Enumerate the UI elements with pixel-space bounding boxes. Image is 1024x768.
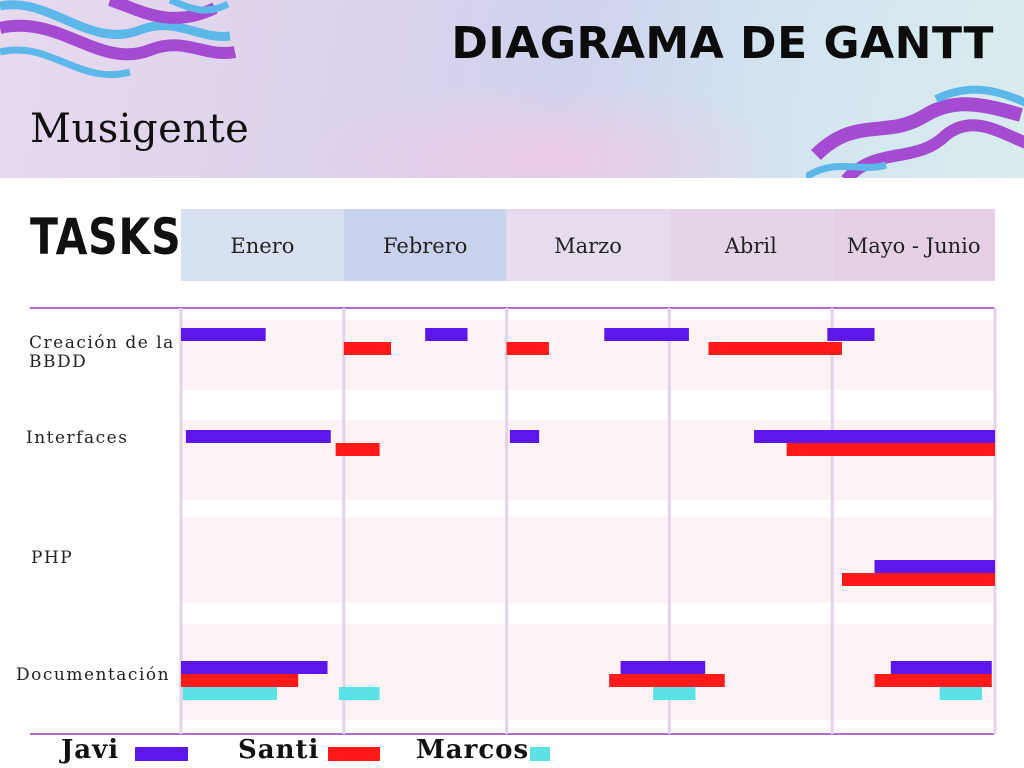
task-label: PHP (31, 548, 73, 568)
gantt-bar-javi (604, 328, 689, 341)
legend-label: Santi (238, 735, 320, 765)
legend-swatch (135, 747, 188, 761)
month-header-label: Marzo (554, 234, 622, 258)
legend-label: Javi (61, 735, 120, 765)
legend-swatch (530, 747, 550, 761)
wave-decoration-top-left (0, 0, 237, 79)
gantt-bar-javi (620, 661, 706, 674)
gantt-bar-javi (509, 430, 540, 443)
gantt-bar-javi (827, 328, 875, 341)
month-header-cell (343, 209, 507, 281)
gantt-bar-santi (708, 342, 842, 355)
gantt-bar-javi (754, 430, 995, 443)
legend-label: Marcos (416, 735, 530, 765)
month-header-label: Abril (724, 234, 777, 258)
month-header-cell (181, 209, 344, 281)
month-header-cell (832, 209, 995, 281)
wave-decoration-bottom-right (806, 85, 1024, 178)
gantt-bar-santi (506, 342, 549, 355)
gantt-bar-marcos (653, 687, 696, 700)
gantt-bar-santi (181, 674, 299, 687)
task-row-band (181, 517, 993, 603)
gantt-bar-javi (181, 328, 266, 341)
task-label: Documentación (16, 665, 170, 685)
month-header-label: Febrero (383, 234, 467, 258)
month-header-cell (669, 209, 833, 281)
gantt-bar-marcos (939, 687, 982, 700)
page-title: DIAGRAMA DE GANTT (451, 18, 994, 69)
legend-swatch (328, 747, 380, 761)
gantt-bar-javi (874, 560, 995, 573)
task-label: Interfaces (26, 428, 128, 448)
month-header-label: Enero (230, 234, 294, 258)
gantt-bar-javi (425, 328, 468, 341)
gantt-bar-marcos (182, 687, 278, 700)
gantt-bar-javi (890, 661, 992, 674)
gantt-bar-marcos (338, 687, 380, 700)
gantt-bar-javi (181, 661, 328, 674)
gantt-bar-santi (335, 443, 380, 456)
gantt-bar-santi (786, 443, 995, 456)
gantt-bar-santi (343, 342, 392, 355)
month-header-cell (506, 209, 670, 281)
task-label: Creación de la BBDD (29, 333, 175, 372)
month-header-label: Mayo - Junio (847, 234, 981, 258)
tasks-heading: TASKS (30, 208, 182, 266)
gantt-bar-santi (874, 674, 992, 687)
brand-logo-text: Musigente (30, 106, 250, 152)
header-banner: Musigente DIAGRAMA DE GANTT (0, 0, 1024, 178)
gantt-bar-javi (185, 430, 331, 443)
gantt-bar-santi (609, 674, 725, 687)
gantt-bar-santi (841, 573, 995, 586)
